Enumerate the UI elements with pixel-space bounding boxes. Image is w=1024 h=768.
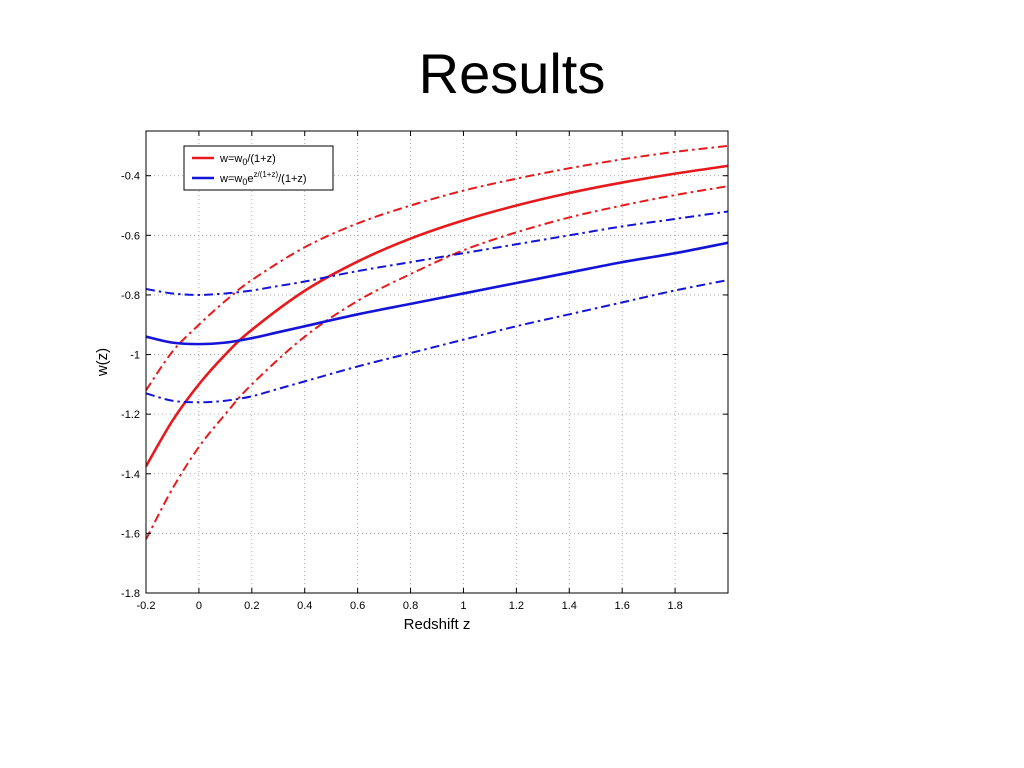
x-tick-label: 1.2 (509, 600, 524, 612)
series-line-5-dashdot (146, 210, 728, 296)
slide-title: Results (418, 42, 606, 105)
series-line-1-solid (146, 164, 728, 467)
legend-label-2: w=w0ez/(1+z)/(1+z) (219, 170, 307, 187)
y-tick-label: -0.6 (121, 230, 140, 242)
x-tick-label: -0.2 (137, 600, 156, 612)
series-line-6-dashdot (146, 279, 728, 404)
y-axis-label: w(z) (94, 348, 111, 377)
series-group (146, 144, 728, 540)
y-tick-label: -1.2 (121, 409, 140, 421)
y-tick-label: -1 (130, 350, 140, 362)
legend-box (183, 145, 334, 191)
x-tick-label: 0.8 (403, 600, 418, 612)
ticks: -0.2 0 0.2 0.4 0.6 0.8 1 1.2 1.4 1.6 1.8 -1.8 -1.6 -1… (121, 131, 728, 612)
x-tick-label: 1.6 (615, 600, 630, 612)
y-tick-label: -0.8 (121, 290, 140, 302)
x-tick-label: 0 (196, 600, 202, 612)
x-tick-label: 1 (460, 600, 466, 612)
y-tick-label: -1.8 (121, 588, 140, 600)
legend: w=w0/(1+z) w=w0ez/(1+z)/(1+z) (183, 145, 334, 191)
y-tick-label: -0.4 (121, 171, 140, 183)
y-tick-label: -1.4 (121, 469, 140, 481)
x-tick-label: 1.8 (667, 600, 682, 612)
plot-background (146, 131, 728, 593)
y-tick-label: -1.6 (121, 528, 140, 540)
x-axis-label: Redshift z (404, 616, 471, 633)
series-line-3-dashdot (146, 185, 728, 540)
legend-label-1: w=w0/(1+z) (219, 153, 276, 167)
x-tick-label: 1.4 (562, 600, 577, 612)
plot-frame (145, 130, 729, 594)
x-tick-label: 0.2 (244, 600, 259, 612)
x-tick-label: 0.6 (350, 600, 365, 612)
series-line-4-solid (146, 241, 728, 346)
x-tick-label: 0.4 (297, 600, 312, 612)
